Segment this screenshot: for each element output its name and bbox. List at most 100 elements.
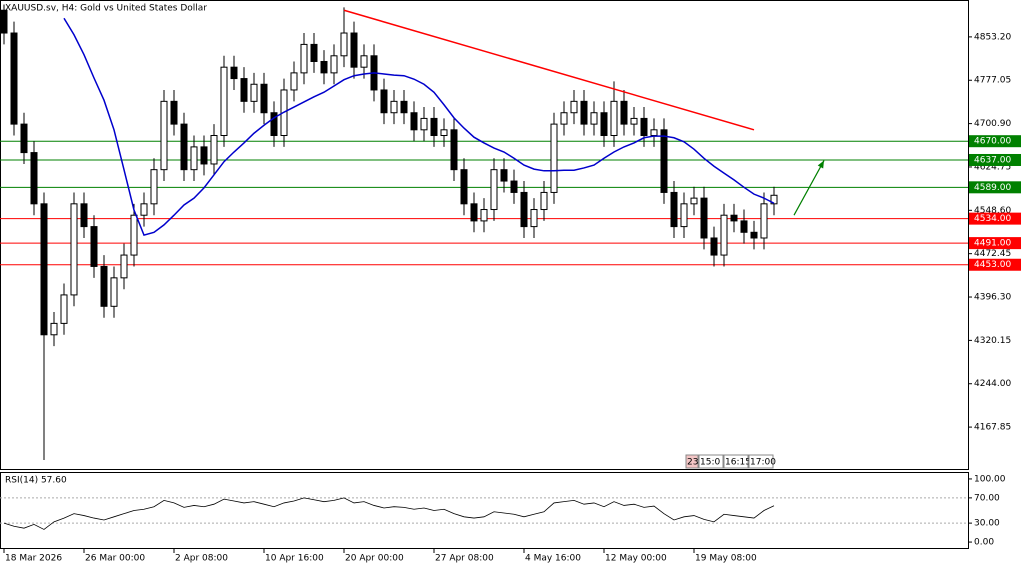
candle-body <box>590 112 598 125</box>
candle-body <box>150 169 158 205</box>
candle-body <box>420 117 428 131</box>
candle-body <box>170 100 178 125</box>
rsi-frame <box>0 472 969 549</box>
x-tick-label: 20 Apr 00:00 <box>345 554 404 564</box>
candle-body <box>290 72 298 91</box>
candle-body <box>30 152 38 205</box>
candle-body <box>490 169 498 211</box>
candle-body <box>60 294 68 324</box>
y-tick-label: 4548.60 <box>974 206 1011 216</box>
candle-body <box>720 214 728 256</box>
candle-body <box>50 322 58 336</box>
y-tick-label: 4472.45 <box>974 249 1011 259</box>
main-frame <box>0 0 969 470</box>
rsi-tick-label: 100.00 <box>974 474 1006 484</box>
candle-body <box>190 146 198 171</box>
candle-body <box>90 226 98 267</box>
candle-body <box>10 32 18 125</box>
candle-body <box>690 197 698 205</box>
y-tick-label: 4244.00 <box>974 379 1011 389</box>
candle-body <box>120 254 128 279</box>
candle-body <box>580 100 588 125</box>
x-tick-label: 12 May 00:00 <box>605 554 667 564</box>
candle-body <box>450 129 458 171</box>
x-tick-label: 10 Apr 16:00 <box>265 554 324 564</box>
candle-body <box>440 129 448 137</box>
time-marker: 17:00 <box>750 458 776 468</box>
candle-body <box>200 146 208 165</box>
candle-body <box>480 209 488 222</box>
candle-body <box>460 169 468 205</box>
x-tick-label: 2 Apr 08:00 <box>175 554 228 564</box>
level-label-box <box>969 212 1021 225</box>
candle-body <box>270 112 278 137</box>
candle-body <box>570 100 578 114</box>
candle-body <box>750 231 758 239</box>
candle-body <box>160 100 168 171</box>
candle-body <box>0 9 8 34</box>
candle-body <box>110 277 118 307</box>
candle-body <box>430 117 438 137</box>
level-label: 4534.00 <box>974 214 1011 224</box>
candle-body <box>80 203 88 228</box>
arrow <box>793 160 825 216</box>
rsi-label: RSI(14) 57.60 <box>5 476 67 486</box>
candle-body <box>760 203 768 239</box>
time-marker: 15:0 <box>700 458 720 468</box>
candle-body <box>540 191 548 211</box>
candle-body <box>240 78 248 102</box>
level-label: 4637.00 <box>974 155 1011 165</box>
time-marker-box <box>748 454 774 469</box>
candle-body <box>610 100 618 137</box>
candle-body <box>680 203 688 228</box>
candle-body <box>630 117 638 125</box>
candle-body <box>20 123 28 154</box>
candle-body <box>140 203 148 216</box>
arrow-head <box>817 160 824 169</box>
time-marker-box <box>698 454 724 469</box>
candle-body <box>700 197 708 239</box>
moving-average <box>63 17 775 237</box>
candle-body <box>400 100 408 114</box>
candle-body <box>340 32 348 57</box>
candle-body <box>130 214 138 256</box>
candle-body <box>670 191 678 228</box>
y-tick-label: 4396.30 <box>974 293 1011 303</box>
level-label-box <box>969 153 1021 166</box>
candle-body <box>180 123 188 171</box>
candle-body <box>600 112 608 137</box>
candle-body <box>300 43 308 74</box>
candle-body <box>220 66 228 137</box>
candle-body <box>710 237 718 256</box>
time-marker-box <box>685 454 699 469</box>
y-tick-label: 4853.20 <box>974 32 1011 42</box>
x-tick-label: 27 Apr 08:00 <box>435 554 494 564</box>
candle-body <box>730 214 738 222</box>
chart-title: XAUUSD.sv, H4: Gold vs United States Dol… <box>5 4 207 14</box>
candle-body <box>560 112 568 125</box>
x-tick-label: 4 May 16:00 <box>525 554 581 564</box>
candle-body <box>510 180 518 193</box>
level-label-box <box>969 135 1021 148</box>
candle-body <box>230 66 238 80</box>
candle-body <box>770 194 778 205</box>
candle-body <box>640 117 648 137</box>
rsi-tick-label: 30.00 <box>974 519 1000 529</box>
candle-body <box>250 83 258 102</box>
candle-body <box>660 129 668 193</box>
candle-body <box>470 203 478 222</box>
rsi-tick-label: 70.00 <box>974 493 1000 503</box>
candle-body <box>410 112 418 131</box>
candle-body <box>330 55 338 74</box>
candle-body <box>500 169 508 182</box>
candle-body <box>310 43 318 62</box>
level-label-box <box>969 237 1021 250</box>
candle-body <box>740 220 748 233</box>
time-marker: 16:15 <box>725 458 751 468</box>
candle-body <box>320 60 328 74</box>
candle-body <box>360 55 368 68</box>
candle-body <box>550 123 558 193</box>
candle-body <box>620 100 628 125</box>
candle-body <box>70 203 78 296</box>
